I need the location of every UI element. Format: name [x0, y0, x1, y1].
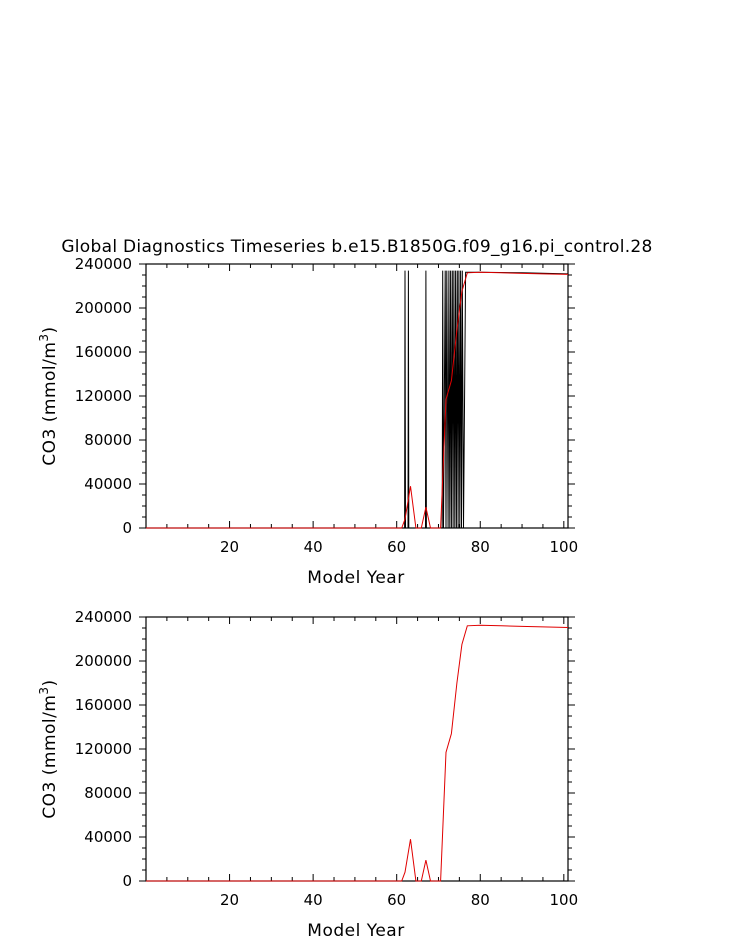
- y-tick-label: 0: [122, 519, 132, 537]
- x-tick-label: 40: [304, 891, 323, 909]
- upper-chart-panel: 20 40 60 80 100 0 40000 80000 120000 160000 200000…: [37, 255, 578, 588]
- lower-chart-panel: 20 40 60 80 100 0 40000 80000 120000 160000 200000…: [37, 608, 578, 941]
- x-tick-label: 40: [304, 538, 323, 556]
- y-axis-label-superscript: 3: [37, 686, 51, 694]
- x-tick-label: 80: [471, 538, 490, 556]
- y-tick-label: 200000: [75, 652, 132, 670]
- x-tick-label: 100: [550, 538, 579, 556]
- y-tick-label: 0: [122, 872, 132, 890]
- y-axis-label-main: CO3 (mmol/m: [40, 342, 60, 466]
- x-tick-label: 80: [471, 891, 490, 909]
- y-axis-label: CO3 (mmol/m3): [37, 679, 60, 818]
- plot-frame: [145, 616, 569, 882]
- x-axis-label: Model Year: [307, 921, 404, 941]
- y-axis-label: CO3 (mmol/m3): [37, 326, 60, 465]
- y-axis-label-superscript: 3: [37, 333, 51, 341]
- y-tick-label: 160000: [75, 343, 132, 361]
- x-axis-label: Model Year: [307, 568, 404, 588]
- y-axis-label-close: ): [40, 326, 60, 333]
- x-tick-label: 20: [220, 891, 239, 909]
- y-tick-label: 160000: [75, 696, 132, 714]
- x-tick-label: 20: [220, 538, 239, 556]
- y-tick-label: 120000: [75, 740, 132, 758]
- x-tick-label: 60: [387, 538, 406, 556]
- y-tick-label: 80000: [84, 431, 132, 449]
- y-tick-label: 40000: [84, 475, 132, 493]
- y-axis-label-close: ): [40, 679, 60, 686]
- y-tick-label: 80000: [84, 784, 132, 802]
- figure-title: Global Diagnostics Timeseries b.e15.B185…: [61, 237, 652, 257]
- y-tick-label: 120000: [75, 387, 132, 405]
- red-series-line: [146, 624, 569, 882]
- x-tick-label: 60: [387, 891, 406, 909]
- red-series-line: [146, 271, 569, 529]
- y-tick-label: 240000: [75, 255, 132, 273]
- plot-frame: [145, 263, 569, 529]
- black-series-line: [146, 270, 569, 529]
- y-axis-label-main: CO3 (mmol/m: [40, 695, 60, 819]
- y-tick-label: 200000: [75, 299, 132, 317]
- y-tick-label: 40000: [84, 828, 132, 846]
- y-tick-label: 240000: [75, 608, 132, 626]
- x-tick-label: 100: [550, 891, 579, 909]
